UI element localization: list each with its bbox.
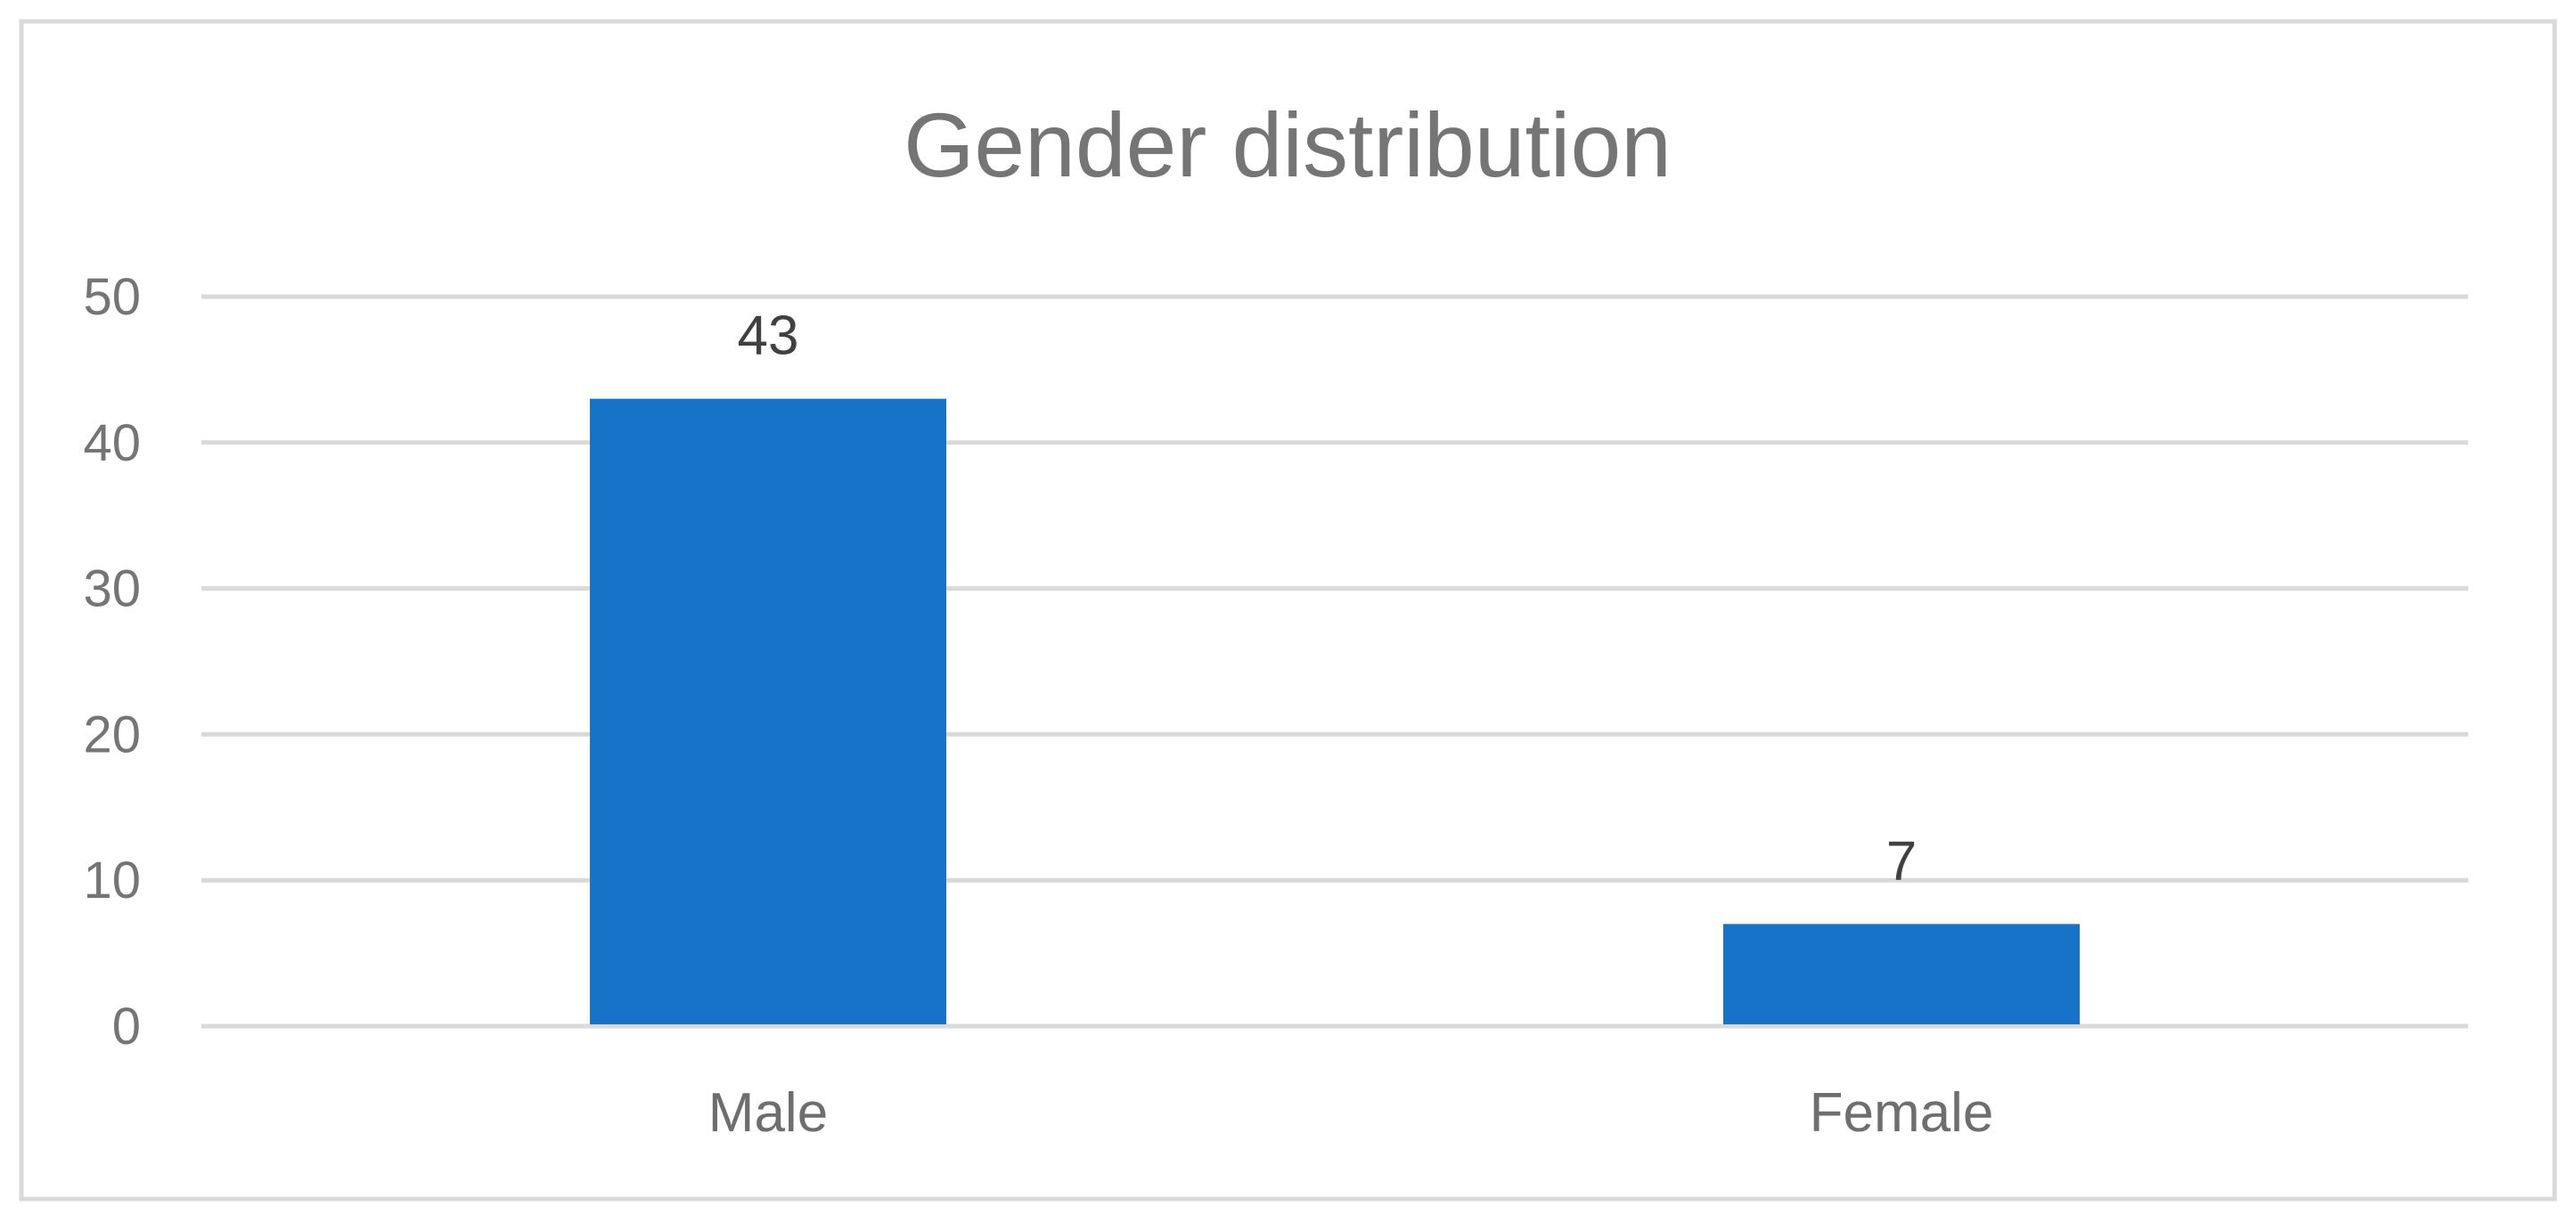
y-tick-label: 50 — [83, 268, 141, 326]
x-axis-categories: Male Female — [708, 1082, 1994, 1144]
bar-male — [590, 398, 946, 1024]
y-tick-label: 10 — [83, 852, 141, 909]
gridlines — [201, 294, 2468, 1029]
x-category-label: Female — [1810, 1082, 1994, 1144]
data-label: 7 — [1886, 830, 1917, 892]
data-labels: 43 7 — [738, 306, 1918, 893]
y-tick-label: 0 — [112, 998, 141, 1056]
chart-title: Gender distribution — [904, 94, 1672, 196]
bars — [590, 398, 2080, 1024]
chart-border — [19, 19, 2557, 1202]
y-tick-label: 30 — [83, 560, 141, 618]
y-axis-ticks: 0 10 20 30 40 50 — [83, 268, 141, 1056]
bar-female — [1723, 924, 2080, 1024]
y-tick-label: 40 — [83, 414, 141, 472]
x-category-label: Male — [708, 1082, 828, 1144]
y-tick-label: 20 — [83, 705, 141, 763]
data-label: 43 — [738, 306, 799, 367]
